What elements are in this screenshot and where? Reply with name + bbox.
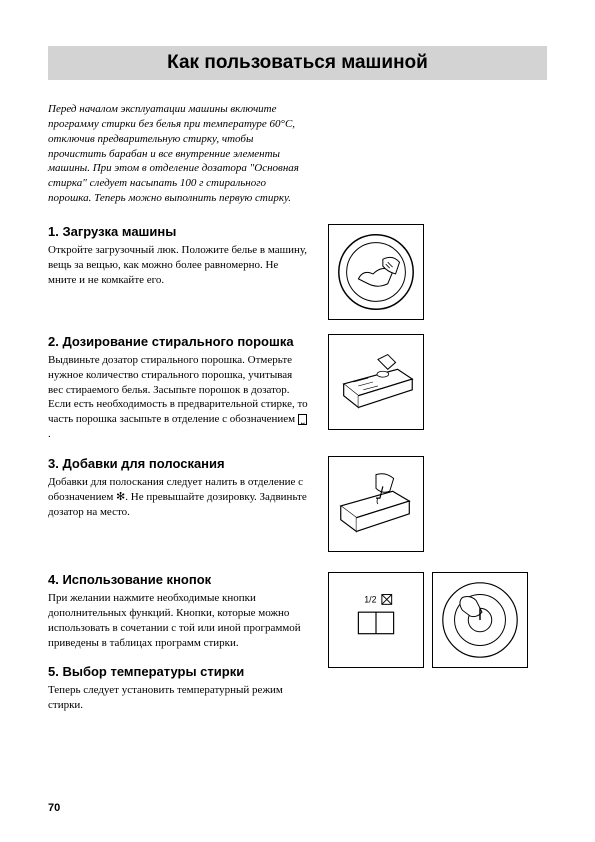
- section-3: 3. Добавки для полоскания Добавки для по…: [48, 456, 547, 552]
- section-1-heading: 1. Загрузка машины: [48, 224, 308, 239]
- compartment-symbol-icon: ⎵: [298, 414, 308, 425]
- illustration-buttons: 1/2: [328, 572, 424, 668]
- illustration-detergent-drawer: [328, 334, 424, 430]
- section-5-body: Теперь следует установить температурный …: [48, 683, 308, 713]
- page-title: Как пользоваться машиной: [48, 52, 547, 74]
- illustration-rinse-additive: [328, 456, 424, 552]
- section-1: 1. Загрузка машины Откройте загрузочный …: [48, 224, 547, 320]
- section-4-text: 4. Использование кнопок При желании нажм…: [48, 572, 308, 713]
- page-number: 70: [48, 802, 60, 814]
- intro-paragraph: Перед началом эксплуатации машины включи…: [48, 102, 308, 206]
- section-2-text: 2. Дозирование стирального порошка Выдви…: [48, 334, 308, 442]
- section-4-body: При желании нажмите необходимые кнопки д…: [48, 591, 308, 650]
- illustration-loading-machine: [328, 224, 424, 320]
- section-2-body1: Выдвиньте дозатор стирального порошка. О…: [48, 353, 308, 398]
- section-1-text: 1. Загрузка машины Откройте загрузочный …: [48, 224, 308, 288]
- section-3-heading: 3. Добавки для полоскания: [48, 456, 308, 471]
- section-2-heading: 2. Дозирование стирального порошка: [48, 334, 308, 349]
- illustration-temperature-dial: [432, 572, 528, 668]
- section-5-heading: 5. Выбор температуры стирки: [48, 664, 308, 679]
- section-4-heading: 4. Использование кнопок: [48, 572, 308, 587]
- section-3-text: 3. Добавки для полоскания Добавки для по…: [48, 456, 308, 520]
- section-2: 2. Дозирование стирального порошка Выдви…: [48, 334, 547, 442]
- title-bar: Как пользоваться машиной: [48, 46, 547, 80]
- svg-text:1/2: 1/2: [364, 594, 376, 604]
- section-1-body: Откройте загрузочный люк. Положите белье…: [48, 243, 308, 288]
- section-2-body2: Если есть необходимость в предварительно…: [48, 397, 308, 442]
- section-3-body: Добавки для полоскания следует налить в …: [48, 475, 308, 520]
- section-4: 4. Использование кнопок При желании нажм…: [48, 572, 547, 713]
